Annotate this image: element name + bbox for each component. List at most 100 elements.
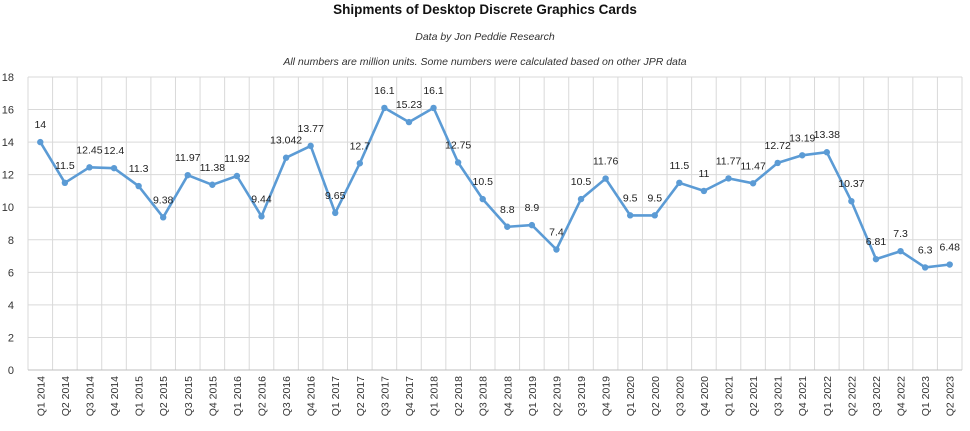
x-tick-label: Q2 2020: [650, 376, 662, 416]
data-point: [233, 172, 241, 180]
data-label: 12.7: [350, 140, 371, 152]
data-label: 11.97: [175, 152, 201, 164]
x-tick-label: Q2 2022: [846, 376, 858, 416]
data-point: [405, 118, 413, 126]
data-label: 7.4: [549, 227, 564, 239]
data-point: [504, 223, 511, 230]
data-point: [110, 164, 118, 172]
x-tick-label: Q1 2022: [822, 376, 834, 416]
data-label: 8.8: [500, 204, 515, 216]
x-tick-label: Q1 2021: [724, 376, 736, 416]
data-point: [209, 181, 216, 188]
data-label: 13.19: [789, 132, 815, 144]
data-label: 14: [34, 119, 46, 131]
data-label: 9.65: [325, 190, 346, 202]
x-tick-label: Q3 2017: [379, 376, 391, 416]
series-line: [39, 106, 950, 269]
data-label: 6.3: [918, 244, 933, 256]
data-point: [872, 255, 880, 263]
x-tick-label: Q1 2014: [35, 376, 47, 416]
x-tick-label: Q3 2020: [674, 376, 686, 416]
y-tick-label: 8: [8, 235, 14, 247]
series-line-path: [39, 106, 950, 269]
data-point: [848, 197, 855, 205]
y-axis: 0 2 4 6 8 10 12 14 16 18: [2, 72, 14, 377]
x-tick-label: Q2 2017: [355, 376, 367, 416]
y-tick-label: 6: [8, 267, 14, 279]
x-axis: Q1 2014 Q2 2014 Q3 2014 Q4 2014 Q1 2015 Q2 20…: [28, 369, 962, 416]
x-tick-label: Q4 2019: [601, 376, 613, 416]
x-tick-label: Q3 2014: [84, 376, 96, 416]
x-tick-label: Q2 2018: [453, 376, 465, 416]
data-point: [307, 142, 314, 150]
y-tick-label: 12: [2, 170, 14, 182]
data-label: 11.92: [224, 153, 250, 165]
data-point: [135, 182, 142, 190]
x-tick-label: Q4 2015: [207, 376, 219, 416]
y-tick-label: 16: [2, 105, 14, 117]
x-tick-label: Q2 2014: [60, 376, 72, 416]
data-label: 11.5: [670, 160, 690, 172]
x-tick-label: Q4 2020: [699, 376, 711, 416]
data-label: 11.38: [200, 162, 226, 174]
data-label: 11.5: [55, 160, 75, 172]
x-tick-label: Q4 2018: [502, 376, 514, 416]
grid: [27, 76, 963, 371]
chart-note: All numbers are million units. Some numb…: [283, 56, 687, 68]
x-tick-label: Q3 2019: [576, 376, 588, 416]
y-tick-label: 10: [2, 202, 14, 214]
y-tick-label: 18: [2, 72, 14, 84]
data-point: [479, 195, 486, 203]
x-tick-label: Q3 2016: [281, 376, 293, 416]
x-tick-label: Q3 2015: [183, 376, 195, 416]
data-label: 9.5: [647, 192, 662, 204]
data-point: [725, 175, 732, 182]
x-tick-label: Q1 2023: [920, 376, 932, 416]
data-label: 9.38: [153, 194, 174, 206]
data-point: [626, 212, 634, 219]
x-tick-label: Q3 2021: [773, 376, 785, 416]
data-point: [553, 246, 560, 253]
data-label: 6.81: [866, 236, 887, 248]
y-tick-label: 14: [2, 137, 14, 149]
data-point: [528, 221, 536, 229]
x-tick-label: Q1 2017: [330, 376, 342, 416]
x-tick-label: Q1 2018: [429, 376, 441, 416]
data-label: 6.48: [939, 242, 960, 254]
data-label: 9.5: [623, 192, 638, 204]
data-point: [37, 138, 44, 146]
x-tick-label: Q1 2019: [527, 376, 539, 416]
data-label: 9.44: [251, 193, 272, 205]
data-label: 7.3: [893, 228, 908, 240]
data-point: [258, 213, 265, 220]
y-tick-label: 2: [8, 332, 14, 344]
x-tick-label: Q2 2023: [945, 376, 957, 416]
x-tick-label: Q4 2014: [109, 376, 121, 416]
data-label: 10.37: [838, 178, 864, 190]
data-label: 11.76: [593, 156, 619, 168]
data-label: 11.3: [129, 163, 149, 175]
x-tick-label: Q4 2016: [306, 376, 318, 416]
data-label: 16.1: [423, 85, 444, 97]
data-point: [823, 149, 831, 156]
data-point: [946, 261, 953, 268]
data-label: 11.77: [716, 155, 742, 167]
data-label: 11.47: [740, 160, 766, 172]
data-point: [774, 159, 781, 167]
chart-title: Shipments of Desktop Discrete Graphics C…: [333, 2, 637, 17]
data-point: [749, 180, 757, 187]
data-point: [381, 104, 388, 112]
x-tick-label: Q1 2016: [232, 376, 244, 416]
data-label: 10.5: [571, 176, 592, 188]
data-label: 13.042: [270, 135, 302, 147]
y-tick-label: 0: [8, 365, 14, 377]
series-points: [37, 104, 953, 271]
data-label: 13.77: [298, 123, 324, 135]
data-point: [430, 104, 437, 112]
data-label: 11: [698, 168, 709, 180]
data-label: 15.23: [396, 99, 422, 111]
data-label: 10.5: [472, 176, 493, 188]
x-tick-label: Q2 2019: [551, 376, 563, 416]
